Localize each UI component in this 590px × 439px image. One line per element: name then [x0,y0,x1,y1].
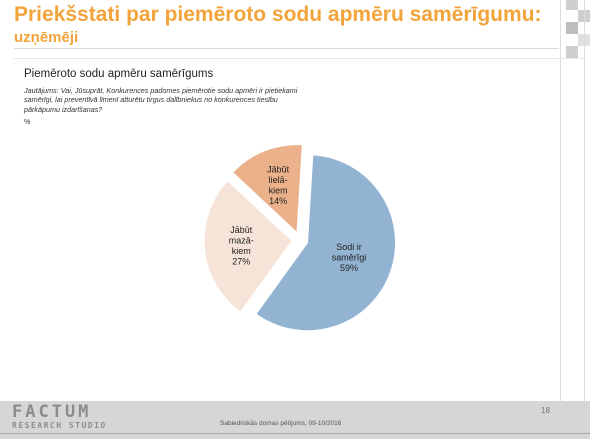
slide-title: Priekšstati par piemēroto sodu apmēru sa… [14,4,559,49]
factum-logo: FACTUM RESEARCH STUDIO [12,404,107,430]
slide-title-line1: Priekšstati par piemēroto sodu apmēru sa… [14,3,542,26]
unit-label: % [24,117,31,126]
chart-title: Piemēroto sodu apmēru samērīgums [24,68,214,80]
pie-label-2: Jābūt mazā-kiem 27% [229,225,254,267]
pie-label-1: Sodi ir samērīgi 59% [332,242,367,273]
question-text: Jautājums: Vai, Jūsuprāt, Konkurences pa… [24,86,298,114]
title-divider [14,48,559,49]
pie-slice-1 [255,154,397,332]
footer-line [0,433,590,434]
pie-label-3: Jābūt lielā-kiem 14% [267,164,290,206]
footer-bar [0,401,590,439]
slide-title-line2: uzņēmēji [14,29,79,46]
page-number: 18 [541,406,550,415]
logo-text-main: FACTUM [12,402,92,422]
pie-slice-3 [232,144,303,234]
footer-source-text: Sabiedriskās domas pētījums, 09-10/2016 [220,420,342,427]
logo-text-sub: RESEARCH STUDIO [12,421,107,430]
pie-slice-2 [203,180,293,313]
